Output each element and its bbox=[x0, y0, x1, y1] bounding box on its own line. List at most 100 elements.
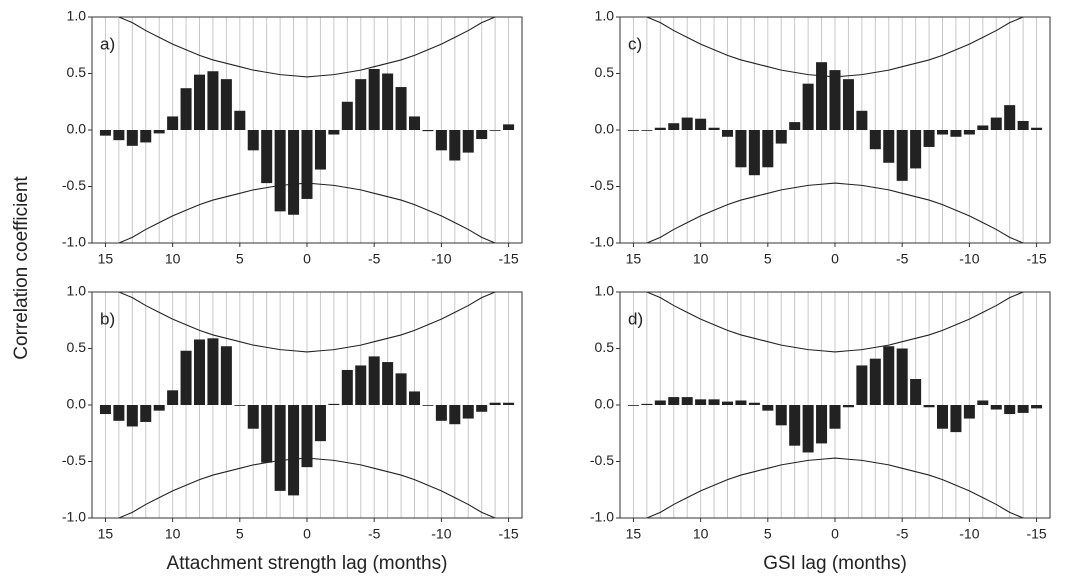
y-axis-label: Correlation coefficient bbox=[11, 176, 32, 360]
bar bbox=[654, 400, 666, 405]
bar bbox=[462, 130, 474, 153]
bar bbox=[167, 116, 179, 130]
bar bbox=[180, 350, 192, 405]
bar bbox=[435, 130, 447, 151]
bar bbox=[449, 405, 461, 425]
bar bbox=[234, 110, 246, 130]
panel-label: a) bbox=[100, 34, 115, 53]
bar bbox=[789, 122, 801, 130]
bar bbox=[247, 405, 259, 429]
bar bbox=[1031, 127, 1043, 130]
bar bbox=[775, 405, 787, 426]
x-tick-label: 15 bbox=[626, 251, 642, 267]
bar bbox=[314, 130, 326, 170]
x-tick-label: 15 bbox=[626, 526, 642, 542]
x-tick-label: 0 bbox=[831, 251, 839, 267]
bar bbox=[963, 405, 975, 419]
bar bbox=[762, 130, 774, 168]
panel-label: c) bbox=[628, 34, 642, 53]
y-tick-label: -0.5 bbox=[590, 177, 614, 193]
bar bbox=[207, 338, 219, 405]
bar bbox=[668, 397, 680, 405]
panel-label: b) bbox=[100, 309, 115, 328]
x-tick-label: 10 bbox=[165, 526, 181, 542]
bar bbox=[355, 79, 367, 130]
bar bbox=[153, 130, 165, 134]
y-tick-label: 0.0 bbox=[595, 121, 615, 137]
bar bbox=[382, 73, 394, 130]
confidence-line bbox=[645, 17, 1025, 78]
confidence-line bbox=[645, 292, 1025, 353]
bar bbox=[816, 62, 828, 131]
bar bbox=[789, 405, 801, 446]
bar bbox=[503, 402, 515, 405]
bar bbox=[140, 405, 152, 422]
x-tick-label: 0 bbox=[303, 251, 311, 267]
bar bbox=[301, 130, 313, 199]
bar bbox=[990, 405, 1002, 410]
bar bbox=[869, 358, 881, 405]
bar bbox=[762, 405, 774, 411]
bar bbox=[314, 405, 326, 442]
bar bbox=[476, 130, 488, 140]
bar bbox=[368, 68, 380, 130]
bar bbox=[220, 346, 232, 405]
bar bbox=[829, 70, 841, 130]
x-tick-label: 10 bbox=[165, 251, 181, 267]
x-tick-label: 10 bbox=[693, 251, 709, 267]
x-tick-label: -5 bbox=[896, 526, 909, 542]
y-tick-label: 0.5 bbox=[595, 64, 615, 80]
bar bbox=[627, 405, 639, 406]
confidence-line bbox=[117, 182, 497, 243]
bar bbox=[842, 79, 854, 130]
bar bbox=[708, 399, 720, 405]
bar bbox=[721, 401, 734, 405]
bar bbox=[341, 369, 353, 405]
x-tick-label: -10 bbox=[431, 526, 451, 542]
bar bbox=[261, 405, 273, 463]
bar bbox=[1004, 405, 1016, 415]
bar bbox=[990, 117, 1002, 130]
y-tick-label: -0.5 bbox=[62, 177, 86, 193]
bar bbox=[234, 405, 246, 406]
bar bbox=[489, 130, 501, 131]
confidence-line bbox=[117, 17, 497, 78]
x-tick-label: 0 bbox=[831, 526, 839, 542]
bar bbox=[489, 402, 501, 405]
bar bbox=[641, 403, 653, 405]
y-tick-label: 0.0 bbox=[67, 396, 87, 412]
bar bbox=[654, 127, 666, 130]
bar bbox=[341, 101, 353, 130]
bar bbox=[869, 130, 881, 150]
y-tick-label: 1.0 bbox=[595, 283, 615, 299]
bar bbox=[735, 130, 747, 168]
bar bbox=[288, 130, 300, 215]
bar bbox=[963, 130, 975, 135]
bar bbox=[408, 116, 421, 130]
bar bbox=[695, 399, 707, 405]
bar bbox=[977, 125, 989, 130]
bar bbox=[301, 405, 313, 468]
bar bbox=[883, 346, 895, 405]
bar bbox=[126, 405, 138, 427]
bar bbox=[856, 365, 868, 405]
bar bbox=[503, 124, 515, 130]
bar bbox=[936, 405, 949, 429]
bar bbox=[113, 130, 125, 141]
bar bbox=[950, 405, 962, 433]
bar bbox=[721, 130, 734, 137]
x-tick-label: -10 bbox=[959, 251, 979, 267]
bar bbox=[1017, 120, 1029, 130]
y-tick-label: -0.5 bbox=[62, 452, 86, 468]
bar bbox=[856, 110, 868, 130]
bar bbox=[695, 118, 707, 130]
y-tick-label: 0.5 bbox=[67, 64, 87, 80]
bar bbox=[829, 405, 841, 429]
bar bbox=[180, 88, 192, 130]
x-tick-label: 5 bbox=[764, 251, 772, 267]
bar bbox=[247, 130, 259, 151]
bar bbox=[681, 397, 693, 405]
y-tick-label: -1.0 bbox=[590, 509, 614, 525]
panel-label: d) bbox=[628, 309, 643, 328]
